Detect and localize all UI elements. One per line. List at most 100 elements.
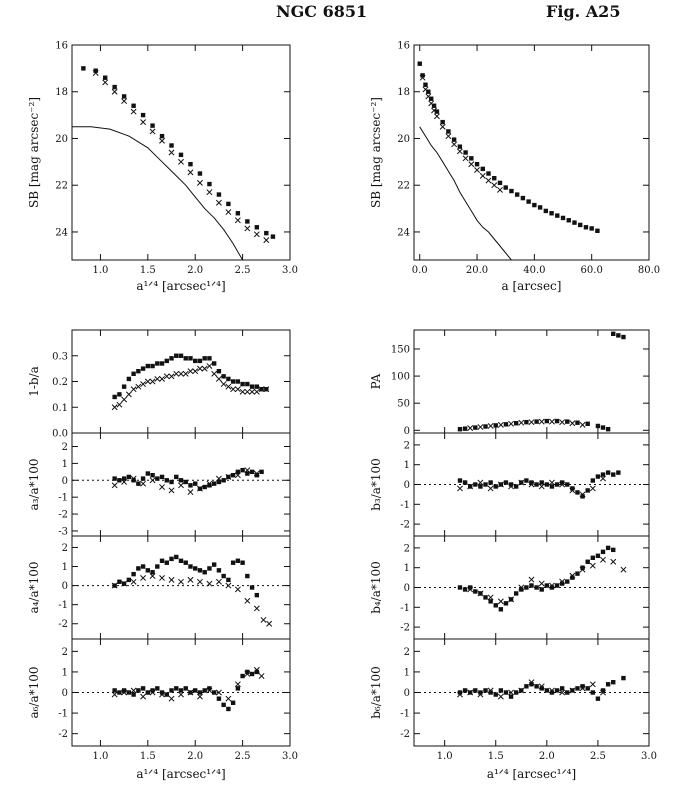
data-point-cross [548,687,555,694]
data-point-filled [211,361,217,366]
chart-a4: -2 -1 0 1 2 a₄/a*100 [27,535,291,640]
data-point-filled [462,426,468,431]
x-tick-label: 0.0 [412,265,428,276]
data-point-filled [140,112,146,118]
data-point-filled [221,478,226,483]
data-point-filled [245,669,250,675]
data-point-filled [560,215,566,221]
data-point-filled [207,483,212,488]
y-tick-label: -1 [400,709,410,720]
data-point-cross [144,378,151,385]
data-point-filled [112,476,117,481]
y-tick-label: 0.3 [52,351,68,362]
chart-sb_quarter: 1.0 1.5 2.0 2.5 3.0 16 18 20 22 24 SB [mag arcsec⁻… [27,41,298,294]
data-point-filled [254,669,260,675]
data-point-filled [207,181,212,187]
data-point-filled [159,474,165,480]
data-point-cross [140,381,147,388]
data-point-filled [600,425,606,430]
data-point-filled [159,558,165,563]
y-tick-label: 1 [404,460,410,471]
data-point-filled [188,356,193,361]
x-tick-label: 3.0 [282,751,298,762]
data-point-filled [585,686,590,691]
data-point-cross [579,491,586,498]
data-point-filled [537,205,543,210]
y-tick-label: 18 [55,87,68,98]
data-point-cross [197,179,203,186]
data-point-filled [497,180,503,186]
data-point-filled [473,425,478,430]
data-point-filled [193,481,198,486]
data-point-filled [183,479,188,485]
y-tick-label: 0 [62,581,68,592]
data-point-filled [498,688,504,693]
x-tick-label: 2.0 [539,751,555,762]
data-point-filled [202,688,207,693]
data-point-filled [117,690,122,695]
data-point-filled [534,684,539,689]
data-point-filled [178,478,184,483]
data-point-filled [230,473,236,478]
data-point-cross [206,580,213,587]
data-point-filled [544,688,550,693]
data-point-cross [121,479,128,485]
y-tick-label: 20 [55,134,68,145]
chart-b3: -2 -1 0 1 2 b₃/a*100 [369,432,650,537]
data-point-cross [215,578,222,585]
x-axis-label: a¹ᐟ⁴ [arcsec¹ᐟ⁴] [136,279,225,293]
y-axis-label: PA [369,373,383,389]
data-point-filled [549,585,555,590]
y-tick-label: 0.0 [52,429,68,440]
y-tick-label: -2 [58,729,68,740]
data-point-filled [121,476,127,481]
data-point-filled [136,481,141,486]
data-point-filled [559,480,565,485]
data-point-cross [215,475,222,482]
data-point-filled [595,423,601,429]
data-point-filled [178,152,184,158]
plot-data [417,61,600,260]
figure-number: Fig. A25 [546,2,621,21]
data-point-filled [483,424,488,429]
x-tick-label: 2.0 [187,751,203,762]
data-point-cross [130,108,137,115]
data-point-filled [112,394,117,400]
data-point-cross [457,691,463,698]
data-point-filled [249,469,255,475]
y-tick-label: 100 [391,372,410,383]
data-point-filled [428,96,434,101]
data-point-filled [611,680,616,685]
data-point-filled [240,467,245,473]
data-point-cross [239,388,246,395]
data-point-cross [456,148,463,155]
y-tick-label: -2 [400,729,410,740]
data-point-filled [235,379,241,384]
y-tick-label: 2 [62,442,68,453]
data-point-filled [483,688,488,693]
data-point-filled [202,356,207,361]
data-point-cross [445,133,452,140]
data-point-filled [174,554,179,560]
data-point-cross [187,169,194,176]
y-tick-label: -2 [400,520,410,531]
data-point-filled [580,684,585,689]
data-point-filled [131,478,136,483]
data-point-filled [188,564,193,569]
data-point-cross [474,167,481,173]
data-point-cross [130,687,137,694]
chart-a3: -3 -2 -1 0 1 2 a₃/a*100 [27,432,291,537]
figure-galaxy-name: NGC 6851 [276,2,368,21]
y-axis-label: a₆/a*100 [27,666,41,718]
data-point-cross [159,137,165,144]
data-point-filled [164,560,169,565]
data-point-filled [245,219,250,224]
data-point-filled [423,82,428,87]
data-point-filled [150,570,155,575]
data-point-cross [234,386,241,393]
data-point-cross [258,386,265,393]
data-point-cross [487,594,494,601]
data-point-filled [150,473,155,478]
data-point-cross [610,558,617,565]
data-point-filled [503,422,509,427]
